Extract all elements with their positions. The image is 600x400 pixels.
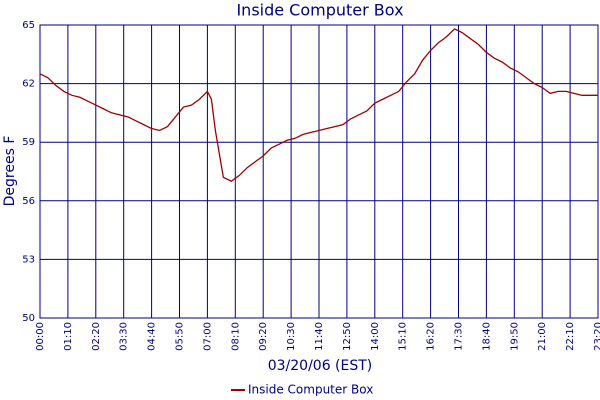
x-tick-label: 10:30 (286, 322, 297, 351)
y-tick-label: 50 (22, 313, 35, 324)
y-tick-label: 59 (22, 137, 35, 148)
x-tick-label: 23:20 (593, 322, 600, 351)
x-tick-label: 11:40 (314, 322, 325, 351)
legend-label: Inside Computer Box (248, 383, 373, 397)
data-line (39, 28, 598, 183)
y-tick-label: 53 (22, 254, 35, 265)
x-tick-label: 02:20 (91, 322, 102, 351)
x-tick-label: 08:10 (230, 322, 241, 351)
x-tick-label: 14:00 (370, 322, 381, 351)
x-tick-label: 04:40 (147, 322, 158, 351)
x-tick-label: 05:50 (175, 322, 186, 351)
x-tick-label: 07:00 (202, 322, 213, 351)
x-tick-label: 18:40 (481, 322, 492, 351)
y-axis-label: Degrees F (2, 136, 18, 207)
x-axis-label: 03/20/06 (EST) (268, 358, 373, 374)
y-tick-label: 62 (22, 79, 35, 90)
x-tick-label: 21:00 (537, 322, 548, 351)
x-tick-label: 01:10 (63, 322, 74, 351)
x-tick-label: 03:30 (119, 322, 130, 351)
x-tick-label: 16:20 (426, 322, 437, 351)
x-tick-label: 00:00 (35, 322, 46, 351)
x-tick-label: 12:50 (342, 322, 353, 351)
x-tick-label: 22:10 (565, 322, 576, 351)
x-tick-label: 15:10 (398, 322, 409, 351)
y-tick-label: 65 (22, 20, 35, 31)
chart-title: Inside Computer Box (236, 1, 403, 20)
x-tick-label: 17:30 (454, 322, 465, 351)
x-tick-label: 09:20 (258, 322, 269, 351)
x-tick-label: 19:50 (509, 322, 520, 351)
y-tick-label: 56 (22, 196, 35, 207)
